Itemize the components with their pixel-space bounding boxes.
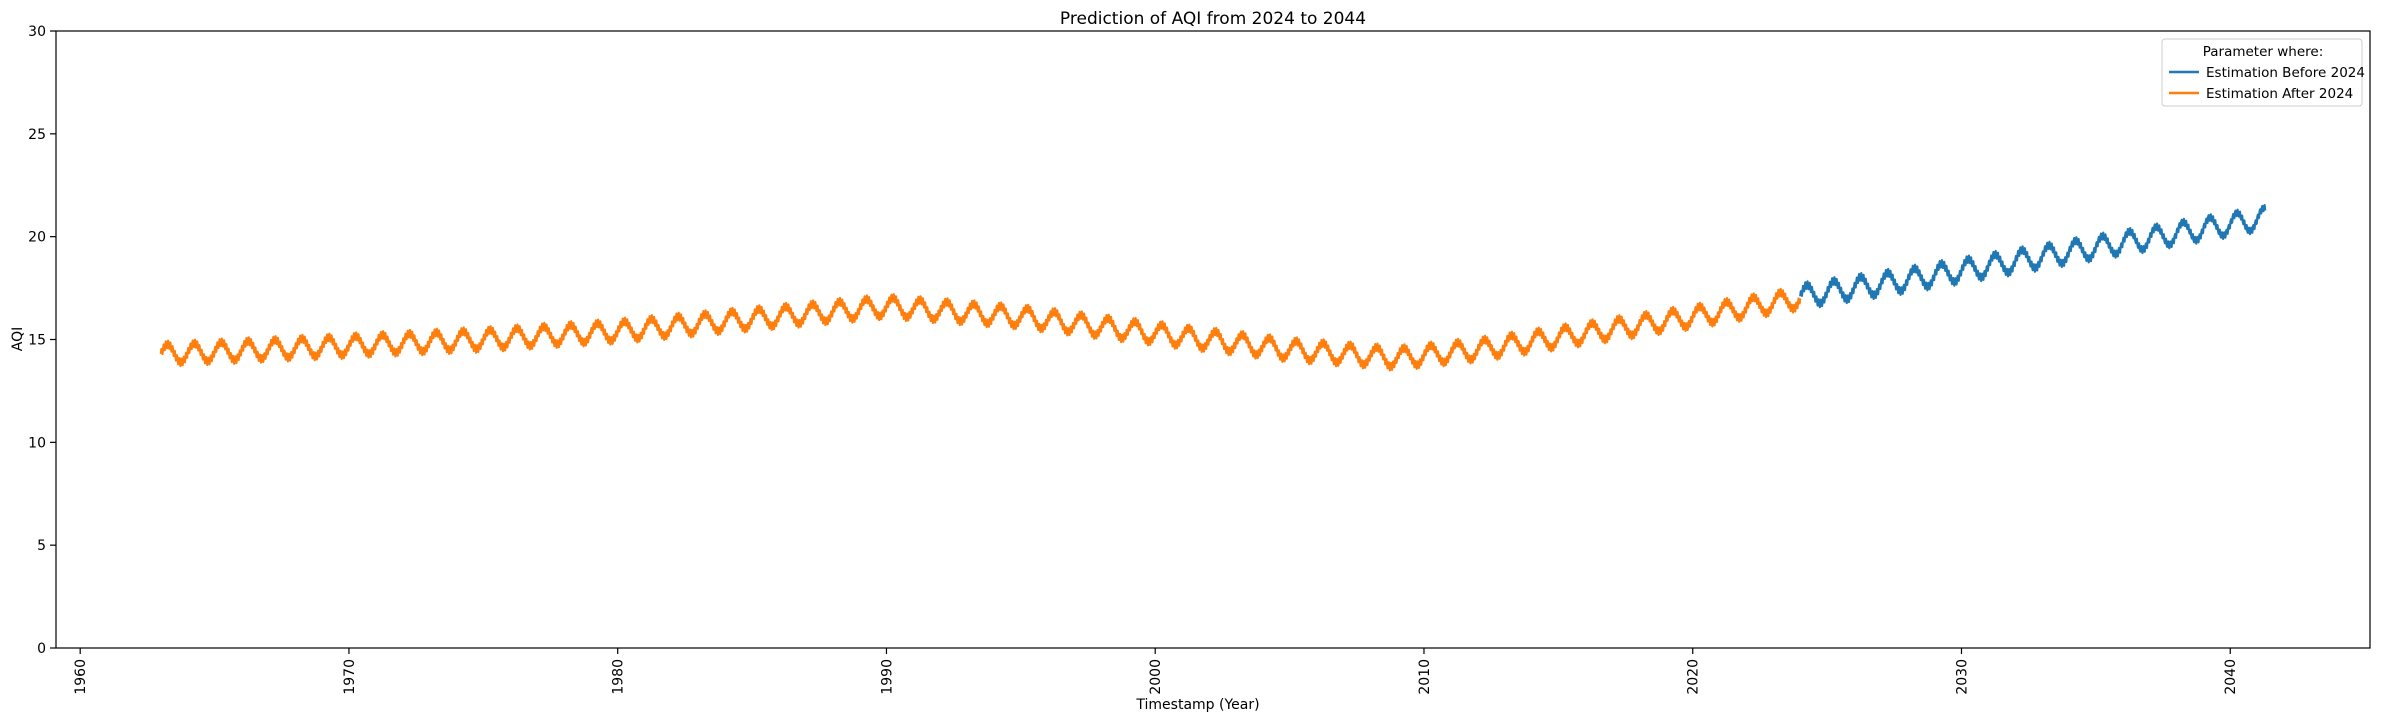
series-line-estimation-after-2024	[159, 287, 1802, 372]
y-tick-label: 20	[28, 230, 46, 246]
chart-title: Prediction of AQI from 2024 to 2044	[1060, 9, 1366, 29]
y-axis: 0 5 10 15 20 25 30	[28, 24, 56, 657]
y-tick-label: 15	[28, 333, 46, 349]
y-axis-label: AQI	[10, 327, 26, 351]
y-tick-label: 30	[28, 24, 46, 40]
x-axis-label: Timestamp (Year)	[1135, 697, 1259, 713]
series-layer	[159, 204, 2267, 372]
x-axis: 1960 1970 1980 1990 2000 2010 2020 2030 2040	[73, 648, 2239, 695]
x-tick-label: 2000	[1148, 659, 1164, 695]
x-tick-label: 2040	[2223, 659, 2239, 695]
series-line-estimation-before-2024	[1799, 204, 2267, 309]
legend-box	[2161, 38, 2363, 107]
x-tick-label: 2010	[1417, 659, 1433, 695]
y-tick-label: 25	[28, 127, 46, 143]
x-tick-label: 1980	[611, 659, 627, 695]
legend: Parameter where: Estimation Before 2024 …	[2161, 38, 2365, 107]
y-tick-label: 10	[28, 435, 46, 451]
legend-entry-before-2024: Estimation Before 2024	[2206, 65, 2365, 81]
x-tick-label: 2030	[1954, 659, 1970, 695]
x-tick-label: 1990	[879, 659, 895, 695]
x-tick-label: 2020	[1686, 659, 1702, 695]
plot-area	[55, 30, 2371, 649]
x-tick-label: 1970	[342, 659, 358, 695]
legend-title: Parameter where:	[2203, 44, 2324, 60]
x-tick-label: 1960	[73, 659, 89, 695]
y-tick-label: 5	[37, 538, 46, 554]
legend-entry-after-2024: Estimation After 2024	[2206, 86, 2353, 102]
y-tick-label: 0	[37, 641, 46, 657]
